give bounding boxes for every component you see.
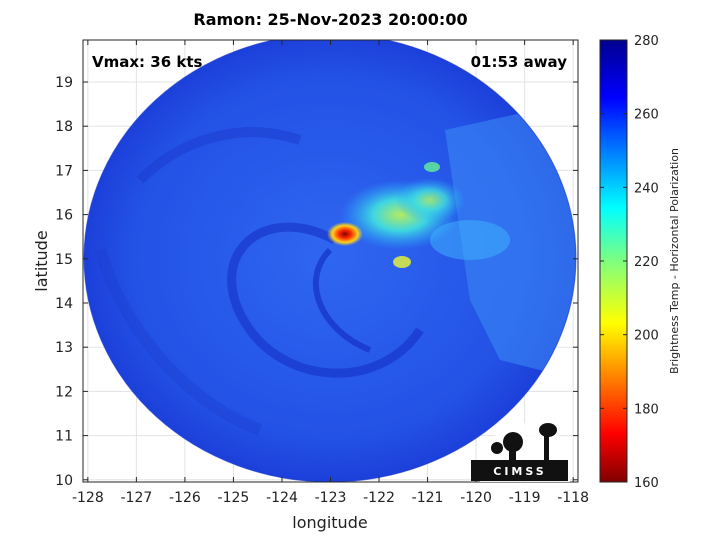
x-axis-label: longitude [292,513,367,532]
spiral-band [136,127,302,184]
colorbar-tick-label: 180 [634,402,659,417]
x-tick-label: -124 [266,490,298,506]
x-tick-label: -120 [460,490,492,506]
y-tick-label: 14 [55,296,73,312]
y-axis-label: latitude [32,230,51,291]
x-tick-label: -118 [557,490,589,506]
time-away-annotation: 01:53 away [471,53,568,71]
convection-cell [393,256,411,268]
y-tick-label: 10 [55,473,73,489]
x-tick-label: -127 [120,490,152,506]
spiral-band [312,247,372,353]
y-tick-label: 17 [55,163,73,179]
vmax-annotation: Vmax: 36 kts [92,53,202,71]
colorbar [599,39,628,483]
x-tick-label: -122 [363,490,395,506]
y-tick-label: 15 [55,252,73,268]
colorbar-tick-label: 260 [634,108,659,123]
x-tick-label: -119 [509,490,541,506]
y-tick-label: 13 [55,340,73,356]
x-tick-label: -128 [72,490,104,506]
y-tick-label: 11 [55,429,73,445]
convection-area [430,220,510,260]
colorbar-tick-label: 200 [634,329,659,344]
colorbar-tick-label: 160 [634,476,659,491]
chart-title: Ramon: 25-Nov-2023 20:00:00 [193,10,468,29]
logo-text: CIMSS [493,465,546,478]
swath-segment [445,100,576,380]
colorbar-tick-label: 280 [634,34,659,49]
convection-area [395,178,465,222]
cimss-logo: CIMSS [471,422,570,482]
x-tick-label: -121 [412,490,444,506]
colorbar-ticks: 160 180 200 220 240 260 280 [600,34,659,491]
colorbar-tick-label: 240 [634,181,659,196]
colorbar-tick-label: 220 [634,255,659,270]
y-tick-label: 18 [55,119,73,135]
y-tick-label: 19 [55,75,73,91]
y-tick-label: 16 [55,208,73,224]
y-tick-label: 12 [55,384,73,400]
x-tick-label: -123 [315,490,347,506]
convection-cell [424,162,440,172]
spiral-band [94,248,263,436]
x-tick-label: -125 [218,490,250,506]
x-tick-label: -126 [169,490,201,506]
spiral-band [227,222,424,378]
colorbar-label: Brightness Temp - Horizontal Polarizatio… [668,148,681,374]
axis-ticks: -128 -127 -126 -125 -124 -123 -122 -121 -120 -119… [55,40,589,506]
warm-core [327,222,363,246]
